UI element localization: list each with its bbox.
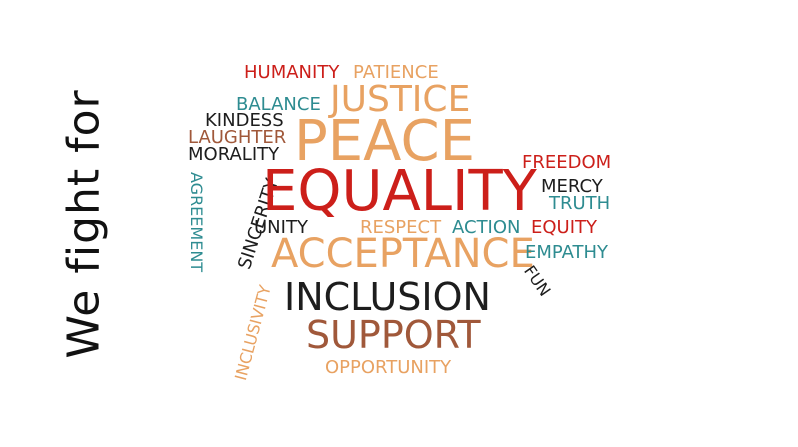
word-morality: MORALITY xyxy=(188,144,280,165)
word-empathy: EMPATHY xyxy=(525,242,609,263)
word-peace: PEACE xyxy=(294,109,475,174)
word-justice: JUSTICE xyxy=(330,79,471,120)
word-agreement: AGREEMENT xyxy=(187,172,206,273)
word-respect: RESPECT xyxy=(360,217,442,238)
word-action: ACTION xyxy=(452,217,521,238)
word-kindess: KINDESS xyxy=(205,110,284,131)
word-equity: EQUITY xyxy=(531,217,598,238)
word-inclusivity: INCLUSIVITY xyxy=(231,283,275,383)
word-humanity: HUMANITY xyxy=(244,62,340,83)
word-acceptance: ACCEPTANCE xyxy=(271,231,535,277)
word-patience: PATIENCE xyxy=(353,62,439,83)
word-balance: BALANCE xyxy=(236,94,321,115)
word-inclusion: INCLUSION xyxy=(284,275,491,319)
word-truth: TRUTH xyxy=(549,193,611,214)
word-support: SUPPORT xyxy=(306,313,481,357)
word-laughter: LAUGHTER xyxy=(188,127,287,148)
word-opportunity: OPPORTUNITY xyxy=(325,357,452,378)
word-unity: UNITY xyxy=(254,217,308,238)
word-equality: EQUALITY xyxy=(262,159,537,224)
word-fun: FUN xyxy=(520,261,555,300)
word-freedom: FREEDOM xyxy=(522,152,612,173)
word-mercy: MERCY xyxy=(541,176,603,197)
